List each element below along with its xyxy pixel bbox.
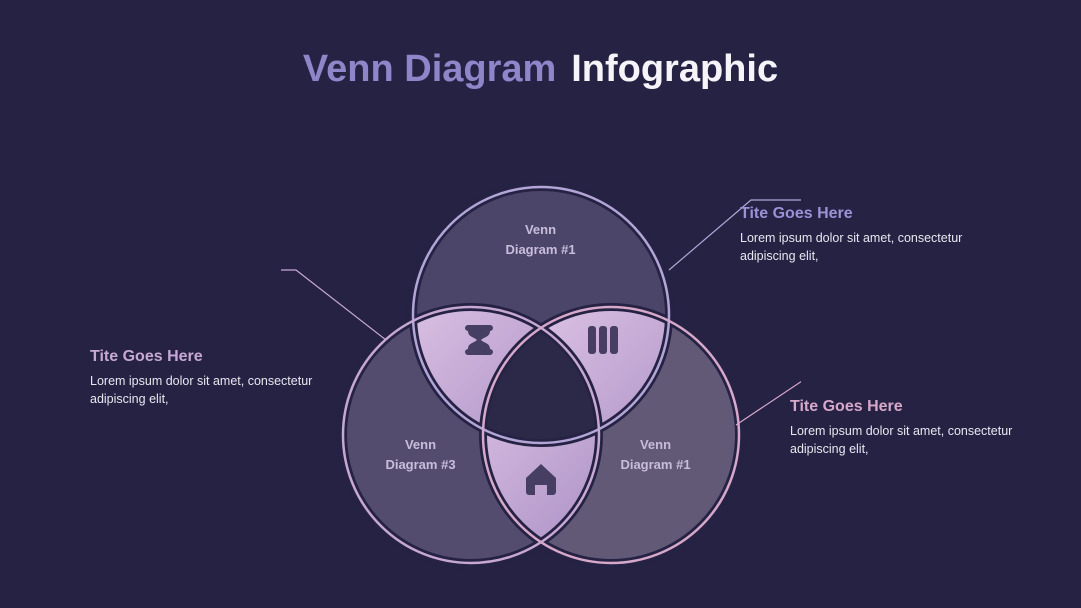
callout-title: Tite Goes Here <box>740 205 970 223</box>
leader-left <box>281 270 386 340</box>
callout-title: Tite Goes Here <box>790 398 1020 416</box>
callout-body: Lorem ipsum dolor sit amet, consectetur … <box>90 372 320 408</box>
page-title: Venn Diagram Infographic <box>0 48 1081 91</box>
label-top: Venn Diagram #1 <box>486 220 596 259</box>
venn-diagram: Venn Diagram #1 Venn Diagram #3 Venn Dia… <box>281 150 801 590</box>
callout-title: Tite Goes Here <box>90 348 320 366</box>
label-right: Venn Diagram #1 <box>601 435 711 474</box>
title-part-1: Venn Diagram <box>303 48 556 90</box>
callout-body: Lorem ipsum dolor sit amet, consectetur … <box>790 422 1020 458</box>
callout-bottom-right: Tite Goes Here Lorem ipsum dolor sit ame… <box>790 398 1020 458</box>
columns-icon <box>588 326 618 354</box>
venn-svg <box>281 150 801 590</box>
callout-body: Lorem ipsum dolor sit amet, consectetur … <box>740 229 970 265</box>
label-left: Venn Diagram #3 <box>366 435 476 474</box>
title-part-2: Infographic <box>571 48 778 90</box>
callout-left: Tite Goes Here Lorem ipsum dolor sit ame… <box>90 348 320 408</box>
callout-top-right: Tite Goes Here Lorem ipsum dolor sit ame… <box>740 205 970 265</box>
